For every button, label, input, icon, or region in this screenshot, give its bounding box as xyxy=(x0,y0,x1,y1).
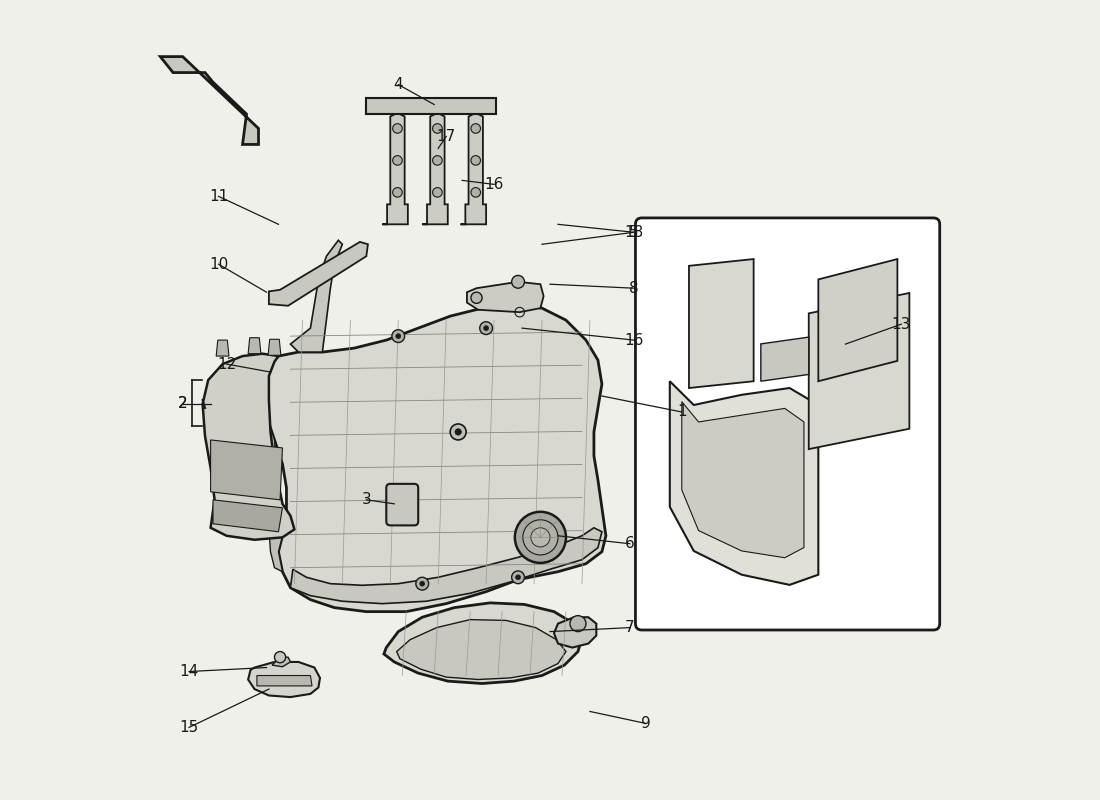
Text: 7: 7 xyxy=(625,620,635,635)
Polygon shape xyxy=(256,368,283,572)
Polygon shape xyxy=(422,114,448,224)
Text: 8: 8 xyxy=(629,281,639,296)
Circle shape xyxy=(393,156,403,166)
Polygon shape xyxy=(290,528,602,604)
Circle shape xyxy=(392,330,405,342)
Text: 14: 14 xyxy=(179,664,199,679)
Polygon shape xyxy=(670,382,818,585)
Polygon shape xyxy=(263,304,606,612)
Circle shape xyxy=(515,512,566,563)
Text: 2: 2 xyxy=(178,397,187,411)
Polygon shape xyxy=(290,240,342,352)
Circle shape xyxy=(416,578,429,590)
Circle shape xyxy=(432,187,442,197)
Circle shape xyxy=(484,326,488,330)
Circle shape xyxy=(512,275,525,288)
Text: 16: 16 xyxy=(484,177,504,192)
Polygon shape xyxy=(249,662,320,697)
Circle shape xyxy=(471,156,481,166)
Circle shape xyxy=(393,124,403,134)
Polygon shape xyxy=(808,293,910,449)
Polygon shape xyxy=(818,259,898,382)
FancyBboxPatch shape xyxy=(636,218,939,630)
Circle shape xyxy=(275,651,286,662)
Polygon shape xyxy=(689,259,754,388)
Circle shape xyxy=(471,187,481,197)
Circle shape xyxy=(570,616,586,631)
Polygon shape xyxy=(682,402,804,558)
Circle shape xyxy=(396,334,400,338)
Circle shape xyxy=(531,528,550,547)
Circle shape xyxy=(432,156,442,166)
Text: 13: 13 xyxy=(892,317,911,332)
Text: 18: 18 xyxy=(624,225,644,240)
Polygon shape xyxy=(161,57,258,145)
Circle shape xyxy=(512,571,525,584)
Polygon shape xyxy=(210,440,283,500)
Circle shape xyxy=(432,124,442,134)
Circle shape xyxy=(471,292,482,303)
Text: 4: 4 xyxy=(394,77,403,92)
Circle shape xyxy=(480,322,493,334)
Text: 6: 6 xyxy=(625,536,635,551)
Text: 11: 11 xyxy=(209,189,228,204)
Text: 1: 1 xyxy=(676,405,686,419)
Circle shape xyxy=(420,582,425,586)
Circle shape xyxy=(455,429,461,435)
Circle shape xyxy=(471,124,481,134)
Polygon shape xyxy=(461,114,486,224)
Circle shape xyxy=(450,424,466,440)
Polygon shape xyxy=(272,657,290,666)
Polygon shape xyxy=(761,337,808,382)
Polygon shape xyxy=(213,500,283,532)
FancyBboxPatch shape xyxy=(386,484,418,526)
Polygon shape xyxy=(383,114,408,224)
Text: 10: 10 xyxy=(209,257,228,272)
Circle shape xyxy=(516,575,520,580)
Text: 16: 16 xyxy=(624,333,644,348)
Polygon shape xyxy=(554,618,596,647)
Polygon shape xyxy=(397,620,566,679)
Polygon shape xyxy=(249,338,261,354)
Polygon shape xyxy=(257,675,312,686)
Text: 9: 9 xyxy=(641,716,651,731)
Polygon shape xyxy=(268,339,280,355)
Text: 3: 3 xyxy=(362,492,371,507)
Circle shape xyxy=(393,187,403,197)
Text: 5: 5 xyxy=(629,225,639,240)
Text: 15: 15 xyxy=(179,720,199,735)
Text: 12: 12 xyxy=(217,357,236,371)
Polygon shape xyxy=(466,282,543,312)
Polygon shape xyxy=(268,242,367,306)
Text: 17: 17 xyxy=(437,129,455,144)
Text: 2: 2 xyxy=(178,396,187,410)
Polygon shape xyxy=(384,603,582,683)
Polygon shape xyxy=(366,98,496,114)
Polygon shape xyxy=(202,354,295,540)
Polygon shape xyxy=(217,340,229,356)
Circle shape xyxy=(522,520,558,555)
